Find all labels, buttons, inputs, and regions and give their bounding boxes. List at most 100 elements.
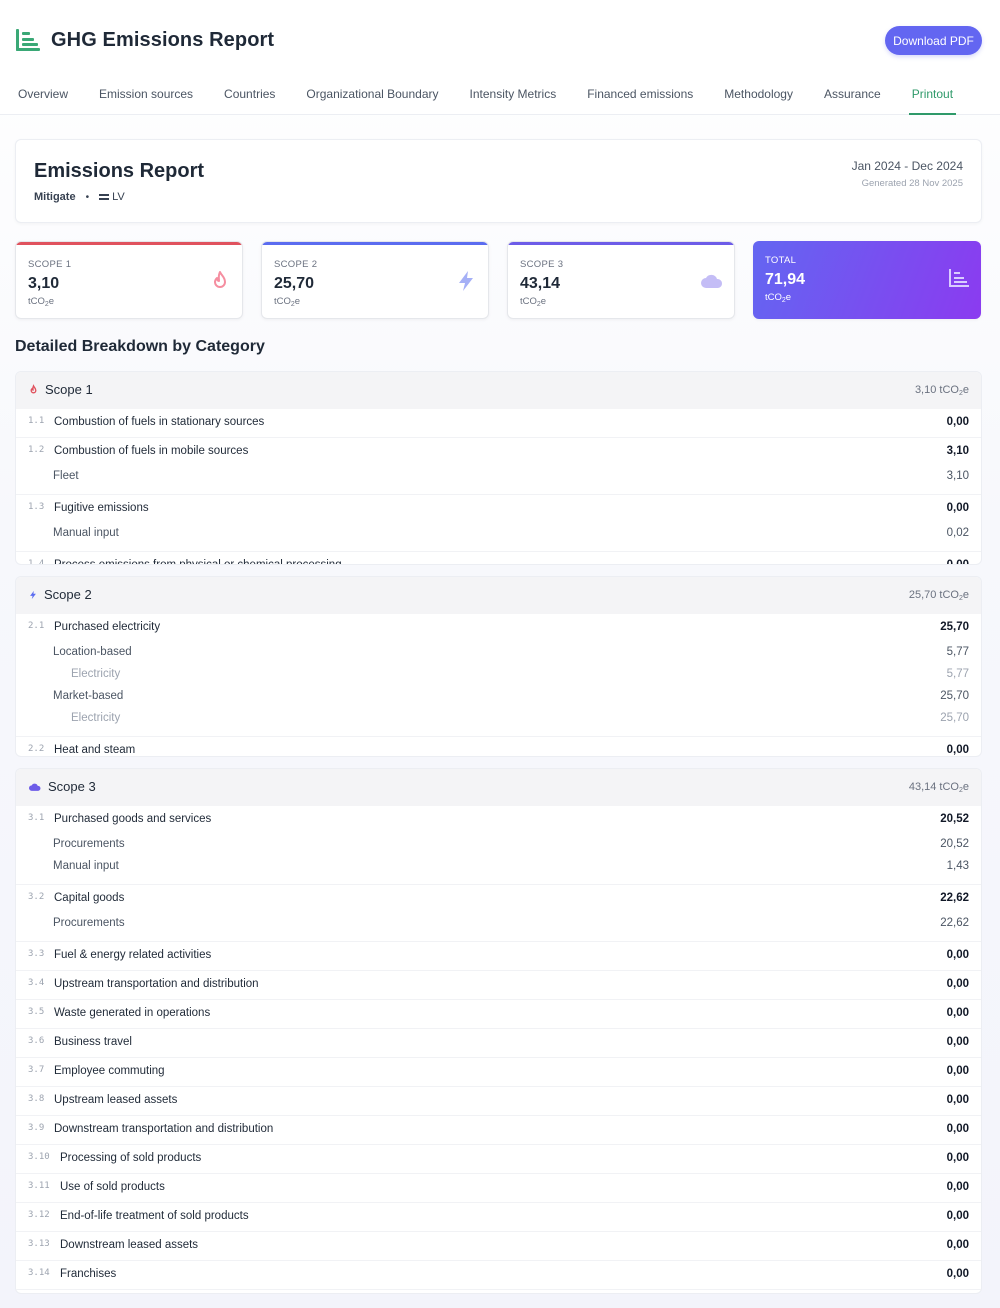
scope2-rows: 2.1 Purchased electricity 25,70 Location-ba…	[16, 614, 981, 756]
subcategory-line: Manual input 1,43	[16, 856, 981, 878]
category-code: 3.13	[28, 1239, 50, 1249]
subcategory-line: Location-based 5,77	[16, 642, 981, 664]
category-row: 3.5 Waste generated in operations 0,00	[16, 999, 981, 1028]
tab-assurance[interactable]: Assurance	[823, 87, 881, 101]
tab-intensity-metrics[interactable]: Intensity Metrics	[469, 87, 557, 101]
scope1-unit: tCO2e	[28, 296, 55, 308]
category-name: Combustion of fuels in stationary source…	[54, 416, 265, 428]
category-value: 0,00	[946, 744, 969, 756]
total-card: TOTAL 71,94 tCO2e	[753, 241, 981, 319]
category-value: 3,10	[946, 470, 969, 482]
category-name: Process emissions from physical or chemi…	[54, 559, 342, 565]
scope2-accent-bar	[262, 242, 488, 245]
category-name: Purchased goods and services	[54, 813, 212, 825]
category-value: 25,70	[940, 712, 969, 724]
subcategory-line: Procurements 20,52	[16, 834, 981, 856]
category-name: Employee commuting	[54, 1065, 165, 1077]
category-name: Combustion of fuels in mobile sources	[54, 445, 249, 457]
total-unit: tCO2e	[765, 292, 792, 304]
category-name: Waste generated in operations	[54, 1007, 211, 1019]
category-value: 0,00	[946, 1123, 969, 1135]
total-label: TOTAL	[765, 255, 797, 266]
report-header-card: Emissions Report Mitigate • LV Jan 2024 …	[15, 139, 982, 223]
category-row: 1.1 Combustion of fuels in stationary sou…	[16, 409, 981, 437]
category-row: 3.2 Capital goods 22,62 Procurements 22,62	[16, 884, 981, 941]
tab-printout[interactable]: Printout	[908, 80, 957, 115]
category-code: 3.4	[28, 978, 45, 988]
category-row: 3.15Investments0,00	[16, 1289, 981, 1293]
category-row: 3.9 Downstream transportation and distrib…	[16, 1115, 981, 1144]
category-line: 3.2 Capital goods 22,62	[16, 885, 981, 913]
category-name: Electricity	[71, 668, 121, 680]
category-name: Fugitive emissions	[54, 502, 149, 514]
category-name: Manual input	[53, 860, 119, 872]
category-value: 1,43	[946, 860, 969, 872]
category-value: 5,77	[946, 646, 969, 658]
category-value: 0,00	[946, 1065, 969, 1077]
category-name: End-of-life treatment of sold products	[60, 1210, 249, 1222]
category-code: 1.1	[28, 416, 45, 426]
scope1-rows: 1.1 Combustion of fuels in stationary sou…	[16, 409, 981, 565]
tab-countries[interactable]: Countries	[224, 87, 276, 101]
category-line: 3.4 Upstream transportation and distribut…	[16, 971, 981, 999]
report-title: Emissions Report	[34, 160, 205, 182]
flag-icon	[99, 194, 110, 200]
category-code: 1.4	[28, 559, 45, 565]
category-value: 20,52	[940, 838, 969, 850]
category-value: 25,70	[940, 621, 969, 633]
subcategory-line: Manual input 0,02	[16, 523, 981, 545]
scope3-card: SCOPE 3 43,14 tCO2e	[507, 241, 735, 319]
scope2-card: SCOPE 2 25,70 tCO2e	[261, 241, 489, 319]
category-name: Market-based	[53, 690, 124, 702]
separator-dot: •	[85, 191, 90, 203]
scope3-total: 43,14 tCO2e	[908, 781, 969, 794]
breakdown-title: Detailed Breakdown by Category	[15, 338, 265, 355]
category-name: Procurements	[53, 917, 125, 929]
category-value: 20,52	[940, 813, 969, 825]
category-line: 1.4 Process emissions from physical or ch…	[16, 552, 981, 565]
category-name: Upstream transportation and distribution	[54, 978, 259, 990]
category-row: 3.3 Fuel & energy related activities 0,00	[16, 941, 981, 970]
category-line: 3.5 Waste generated in operations 0,00	[16, 1000, 981, 1028]
category-value: 22,62	[940, 917, 969, 929]
category-name: Processing of sold products	[60, 1152, 202, 1164]
category-line: 3.15Investments0,00	[16, 1290, 981, 1293]
category-code: 1.3	[28, 502, 45, 512]
scope1-header: Scope 1 3,10 tCO2e	[16, 372, 981, 409]
category-line: 1.3 Fugitive emissions 0,00	[16, 495, 981, 523]
category-name: Purchased electricity	[54, 621, 161, 633]
category-value: 0,00	[946, 1152, 969, 1164]
scope2-breakdown: Scope 2 25,70 tCO2e 2.1 Purchased electri…	[15, 576, 982, 757]
category-name: Upstream leased assets	[54, 1094, 178, 1106]
flame-icon	[214, 271, 226, 288]
category-name: Capital goods	[54, 892, 125, 904]
category-code: 1.2	[28, 445, 45, 455]
scope3-value: 43,14	[520, 275, 561, 292]
category-value: 0,00	[946, 1007, 969, 1019]
scope2-label: SCOPE 2	[274, 259, 318, 270]
category-code: 3.14	[28, 1268, 50, 1278]
category-name: Fleet	[53, 470, 79, 482]
category-row: 3.7 Employee commuting 0,00	[16, 1057, 981, 1086]
download-pdf-button[interactable]: Download PDF	[885, 26, 982, 55]
category-line: 2.1 Purchased electricity 25,70	[16, 614, 981, 642]
category-row: 3.8 Upstream leased assets 0,00	[16, 1086, 981, 1115]
category-row: 3.10 Processing of sold products 0,00	[16, 1144, 981, 1173]
tab-financed-emissions[interactable]: Financed emissions	[587, 87, 694, 101]
scope2-header: Scope 2 25,70 tCO2e	[16, 577, 981, 614]
scope1-accent-bar	[16, 242, 242, 245]
category-line: 3.7 Employee commuting 0,00	[16, 1058, 981, 1086]
category-line: 3.1 Purchased goods and services 20,52	[16, 806, 981, 834]
category-value: 0,02	[946, 527, 969, 539]
tab-methodology[interactable]: Methodology	[724, 87, 793, 101]
category-line: 1.1 Combustion of fuels in stationary sou…	[16, 409, 981, 437]
category-line: 3.8 Upstream leased assets 0,00	[16, 1087, 981, 1115]
tab-emission-sources[interactable]: Emission sources	[99, 87, 194, 101]
tab-overview[interactable]: Overview	[18, 87, 69, 101]
scope1-card: SCOPE 1 3,10 tCO2e	[15, 241, 243, 319]
bolt-icon	[459, 271, 473, 291]
category-value: 3,10	[946, 445, 969, 457]
category-code: 3.7	[28, 1065, 45, 1075]
scope1-value: 3,10	[28, 275, 60, 292]
tab-organizational-boundary[interactable]: Organizational Boundary	[306, 87, 439, 101]
